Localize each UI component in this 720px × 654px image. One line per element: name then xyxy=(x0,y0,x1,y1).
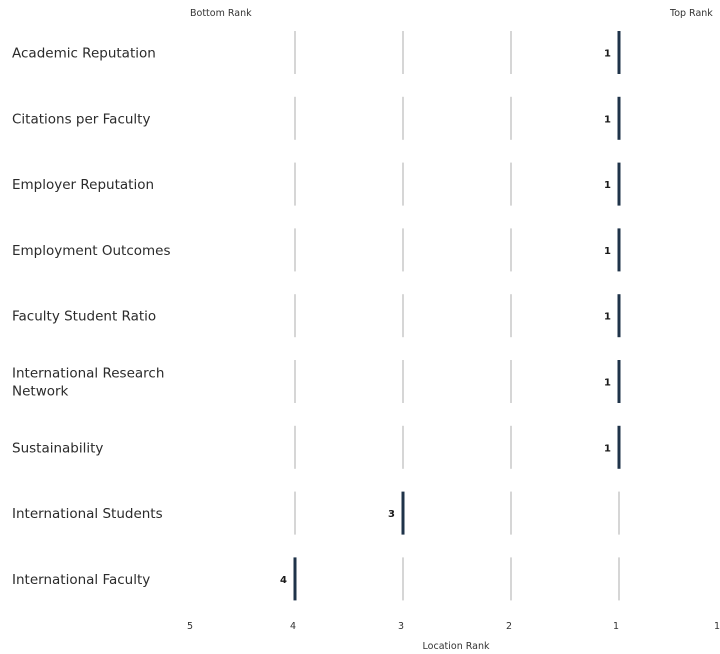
x-axis-ticks: 5 4 3 2 1 1 xyxy=(187,621,720,632)
category-label: Employment Outcomes xyxy=(12,243,171,259)
rank-value-label: 4 xyxy=(280,575,287,586)
category-label: International Students xyxy=(12,506,163,522)
category-label-line: Employer Reputation xyxy=(12,177,154,193)
category-label: International Faculty xyxy=(12,572,150,588)
category-label-line: International Research xyxy=(12,366,164,382)
rank-value-label: 3 xyxy=(388,509,395,520)
category-label: Sustainability xyxy=(12,440,103,456)
rank-value-label: 1 xyxy=(604,378,611,389)
x-axis-title: Location Rank xyxy=(423,641,490,652)
x-tick-label: 2 xyxy=(506,621,512,632)
x-tick-label: 1 xyxy=(714,621,720,632)
rank-markers: 1 1 1 1 1 1 1 3 4 xyxy=(280,31,621,601)
rank-value-label: 1 xyxy=(604,180,611,191)
category-label: International Research Network xyxy=(12,366,164,400)
category-label: Employer Reputation xyxy=(12,177,154,193)
rank-value-label: 1 xyxy=(604,49,611,60)
category-label-line: International Faculty xyxy=(12,572,150,588)
category-label-line: Citations per Faculty xyxy=(12,111,150,127)
x-tick-label: 5 xyxy=(187,621,193,632)
category-label-line: Employment Outcomes xyxy=(12,243,171,259)
top-rank-label: Top Rank xyxy=(669,8,713,19)
rank-value-label: 1 xyxy=(604,114,611,125)
x-tick-label: 4 xyxy=(290,621,296,632)
rank-value-label: 1 xyxy=(604,312,611,323)
category-label: Faculty Student Ratio xyxy=(12,309,156,325)
rank-value-label: 1 xyxy=(604,246,611,257)
category-label: Academic Reputation xyxy=(12,46,156,62)
category-labels: Academic Reputation Citations per Faculty… xyxy=(12,46,171,588)
bottom-rank-label: Bottom Rank xyxy=(190,8,252,19)
x-tick-label: 3 xyxy=(398,621,404,632)
category-label-line: Faculty Student Ratio xyxy=(12,309,156,325)
grid-lines xyxy=(294,31,620,601)
category-label-line: Academic Reputation xyxy=(12,46,156,62)
category-label-line: Sustainability xyxy=(12,440,103,456)
category-label-line: International Students xyxy=(12,506,163,522)
category-label: Citations per Faculty xyxy=(12,111,150,127)
x-tick-label: 1 xyxy=(613,621,619,632)
category-label-line: Network xyxy=(12,384,69,400)
rank-value-label: 1 xyxy=(604,443,611,454)
